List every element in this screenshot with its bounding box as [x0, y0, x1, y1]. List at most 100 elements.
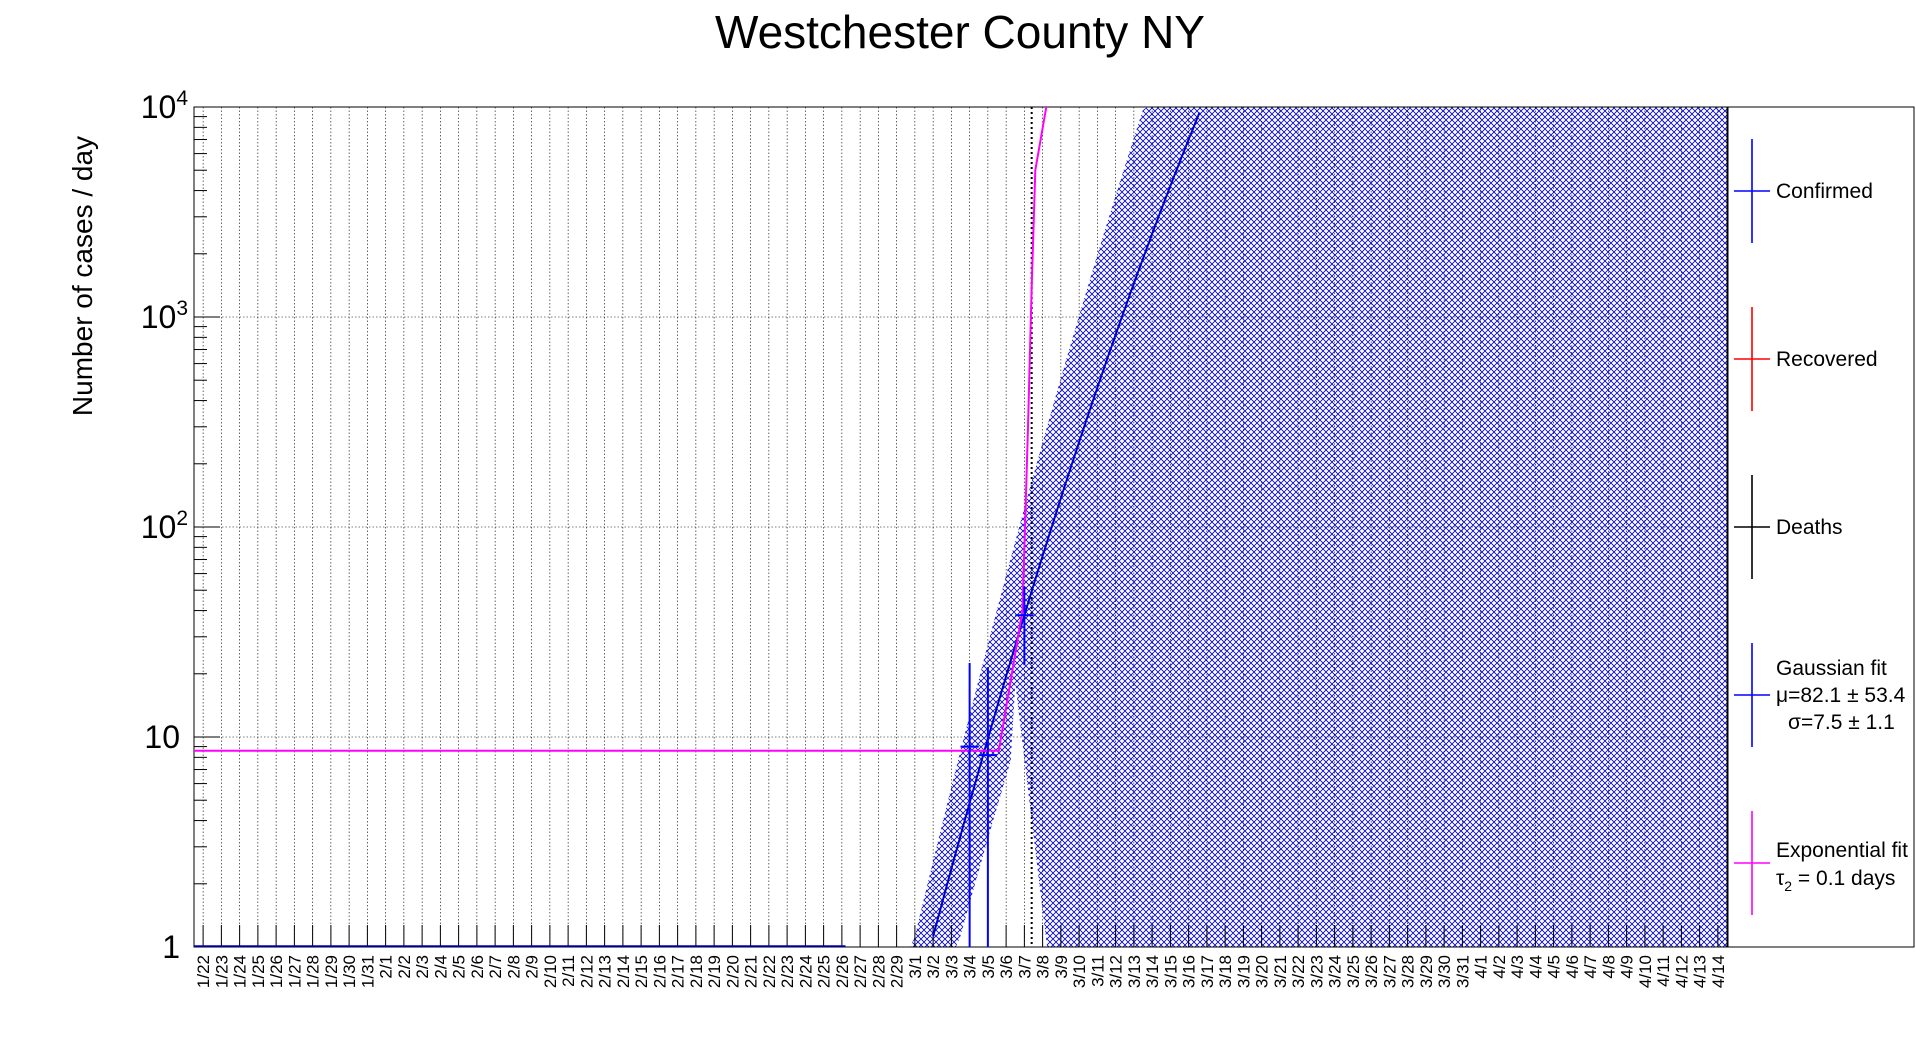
x-tick-label: 3/17: [1198, 955, 1217, 988]
x-tick-label: 3/19: [1234, 955, 1253, 988]
x-tick-label: 1/25: [249, 955, 268, 988]
x-tick-label: 2/11: [559, 955, 578, 987]
x-tick-label: 2/6: [468, 955, 487, 979]
x-tick-label: 4/13: [1691, 955, 1710, 988]
y-tick-label: 10: [144, 719, 180, 755]
x-tick-label: 2/17: [669, 955, 688, 988]
x-tick-label: 1/22: [194, 955, 213, 988]
x-tick-label: 4/3: [1508, 955, 1527, 979]
y-tick-label: 104: [141, 87, 189, 125]
x-tick-label: 2/26: [833, 955, 852, 988]
legend-param-tau: τ2 = 0.1 days: [1776, 867, 1895, 894]
x-tick-label: 2/18: [687, 955, 706, 988]
x-tick-label: 2/29: [888, 955, 907, 988]
x-tick-label: 3/14: [1143, 955, 1162, 988]
legend-label: Recovered: [1776, 348, 1878, 371]
x-tick-label: 2/13: [596, 955, 615, 988]
y-tick-label: 1: [162, 929, 180, 965]
x-tick-label: 3/1: [906, 955, 925, 979]
x-tick-label: 2/25: [815, 955, 834, 988]
x-tick-label: 2/15: [632, 955, 651, 988]
x-tick-label: 2/9: [523, 955, 542, 979]
x-tick-label: 4/9: [1618, 955, 1637, 979]
x-tick-label: 3/13: [1125, 955, 1144, 988]
x-tick-label: 2/8: [504, 955, 523, 979]
x-tick-label: 2/27: [851, 955, 870, 988]
legend-param-sigma: σ=7.5 ± 1.1: [1788, 711, 1895, 734]
exponential-fit-line: [194, 106, 1048, 752]
x-tick-label: 3/15: [1161, 955, 1180, 988]
x-tick-label: 3/24: [1326, 955, 1345, 988]
x-tick-label: 4/7: [1581, 955, 1600, 979]
x-tick-label: 3/7: [1015, 955, 1034, 979]
chart-title: Westchester County NY: [715, 6, 1205, 58]
x-tick-label: 3/9: [1052, 955, 1071, 979]
x-tick-label: 2/12: [577, 955, 596, 988]
x-tick-label: 3/8: [1034, 955, 1053, 979]
gaussian-fit-curve: [932, 112, 1201, 937]
x-tick-label: 3/5: [979, 955, 998, 979]
x-tick-label: 4/8: [1599, 955, 1618, 979]
x-tick-label: 2/3: [413, 955, 432, 979]
x-tick-label: 3/10: [1070, 955, 1089, 988]
x-tick-label: 1/24: [231, 955, 250, 988]
x-tick-label: 2/10: [541, 955, 560, 988]
x-tick-label: 3/21: [1271, 955, 1290, 988]
x-tick-label: 3/6: [997, 955, 1016, 979]
x-tick-label: 4/4: [1526, 955, 1545, 979]
x-tick-label: 1/31: [358, 955, 377, 988]
y-tick-label: 102: [141, 507, 188, 545]
x-tick-label: 4/14: [1709, 955, 1728, 988]
x-tick-label: 3/11: [1088, 955, 1107, 987]
x-tick-label: 4/5: [1545, 955, 1564, 979]
x-tick-label: 2/7: [486, 955, 505, 979]
legend-label: Gaussian fit: [1776, 657, 1887, 680]
x-tick-label: 3/28: [1399, 955, 1418, 988]
x-tick-label: 3/22: [1289, 955, 1308, 988]
x-tick-label: 3/12: [1107, 955, 1126, 988]
x-tick-label: 2/2: [395, 955, 414, 979]
x-tick-label: 4/11: [1654, 955, 1673, 987]
x-tick-label: 1/28: [304, 955, 323, 988]
x-tick-label: 2/1: [377, 955, 396, 979]
x-tick-label: 1/30: [340, 955, 359, 988]
x-tick-label: 3/23: [1307, 955, 1326, 988]
x-tick-label: 4/10: [1636, 955, 1655, 988]
y-axis-label: Number of cases / day: [67, 136, 98, 416]
x-tick-label: 2/24: [796, 955, 815, 988]
x-tick-label: 1/23: [212, 955, 231, 988]
x-tick-label: 2/20: [723, 955, 742, 988]
x-tick-label: 2/16: [650, 955, 669, 988]
y-tick-label: 103: [141, 297, 188, 335]
legend-label: Exponential fit: [1776, 839, 1908, 862]
x-tick-label: 2/22: [760, 955, 779, 988]
x-tick-label: 3/16: [1180, 955, 1199, 988]
x-tick-label: 3/27: [1380, 955, 1399, 988]
x-tick-label: 4/2: [1490, 955, 1509, 979]
x-tick-label: 2/5: [450, 955, 469, 979]
legend-label: Deaths: [1776, 516, 1843, 539]
x-tick-label: 3/31: [1453, 955, 1472, 988]
x-tick-label: 3/18: [1216, 955, 1235, 988]
x-tick-label: 4/1: [1472, 955, 1491, 979]
x-tick-label: 3/20: [1253, 955, 1272, 988]
x-tick-label: 1/26: [267, 955, 286, 988]
x-tick-label: 3/25: [1344, 955, 1363, 988]
legend-param-mu: μ=82.1 ± 53.4: [1776, 684, 1906, 707]
x-tick-label: 3/4: [961, 955, 980, 979]
legend-label: Confirmed: [1776, 180, 1873, 203]
x-tick-label: 2/23: [778, 955, 797, 988]
x-tick-label: 1/29: [322, 955, 341, 988]
x-tick-label: 2/19: [705, 955, 724, 988]
x-tick-label: 2/28: [869, 955, 888, 988]
x-tick-label: 3/26: [1362, 955, 1381, 988]
x-tick-label: 2/14: [614, 955, 633, 988]
x-tick-label: 2/21: [742, 955, 761, 988]
x-tick-label: 1/27: [285, 955, 304, 988]
x-tick-label: 3/3: [942, 955, 961, 979]
x-tick-label: 4/6: [1563, 955, 1582, 979]
x-tick-label: 3/30: [1435, 955, 1454, 988]
x-tick-label: 3/29: [1417, 955, 1436, 988]
